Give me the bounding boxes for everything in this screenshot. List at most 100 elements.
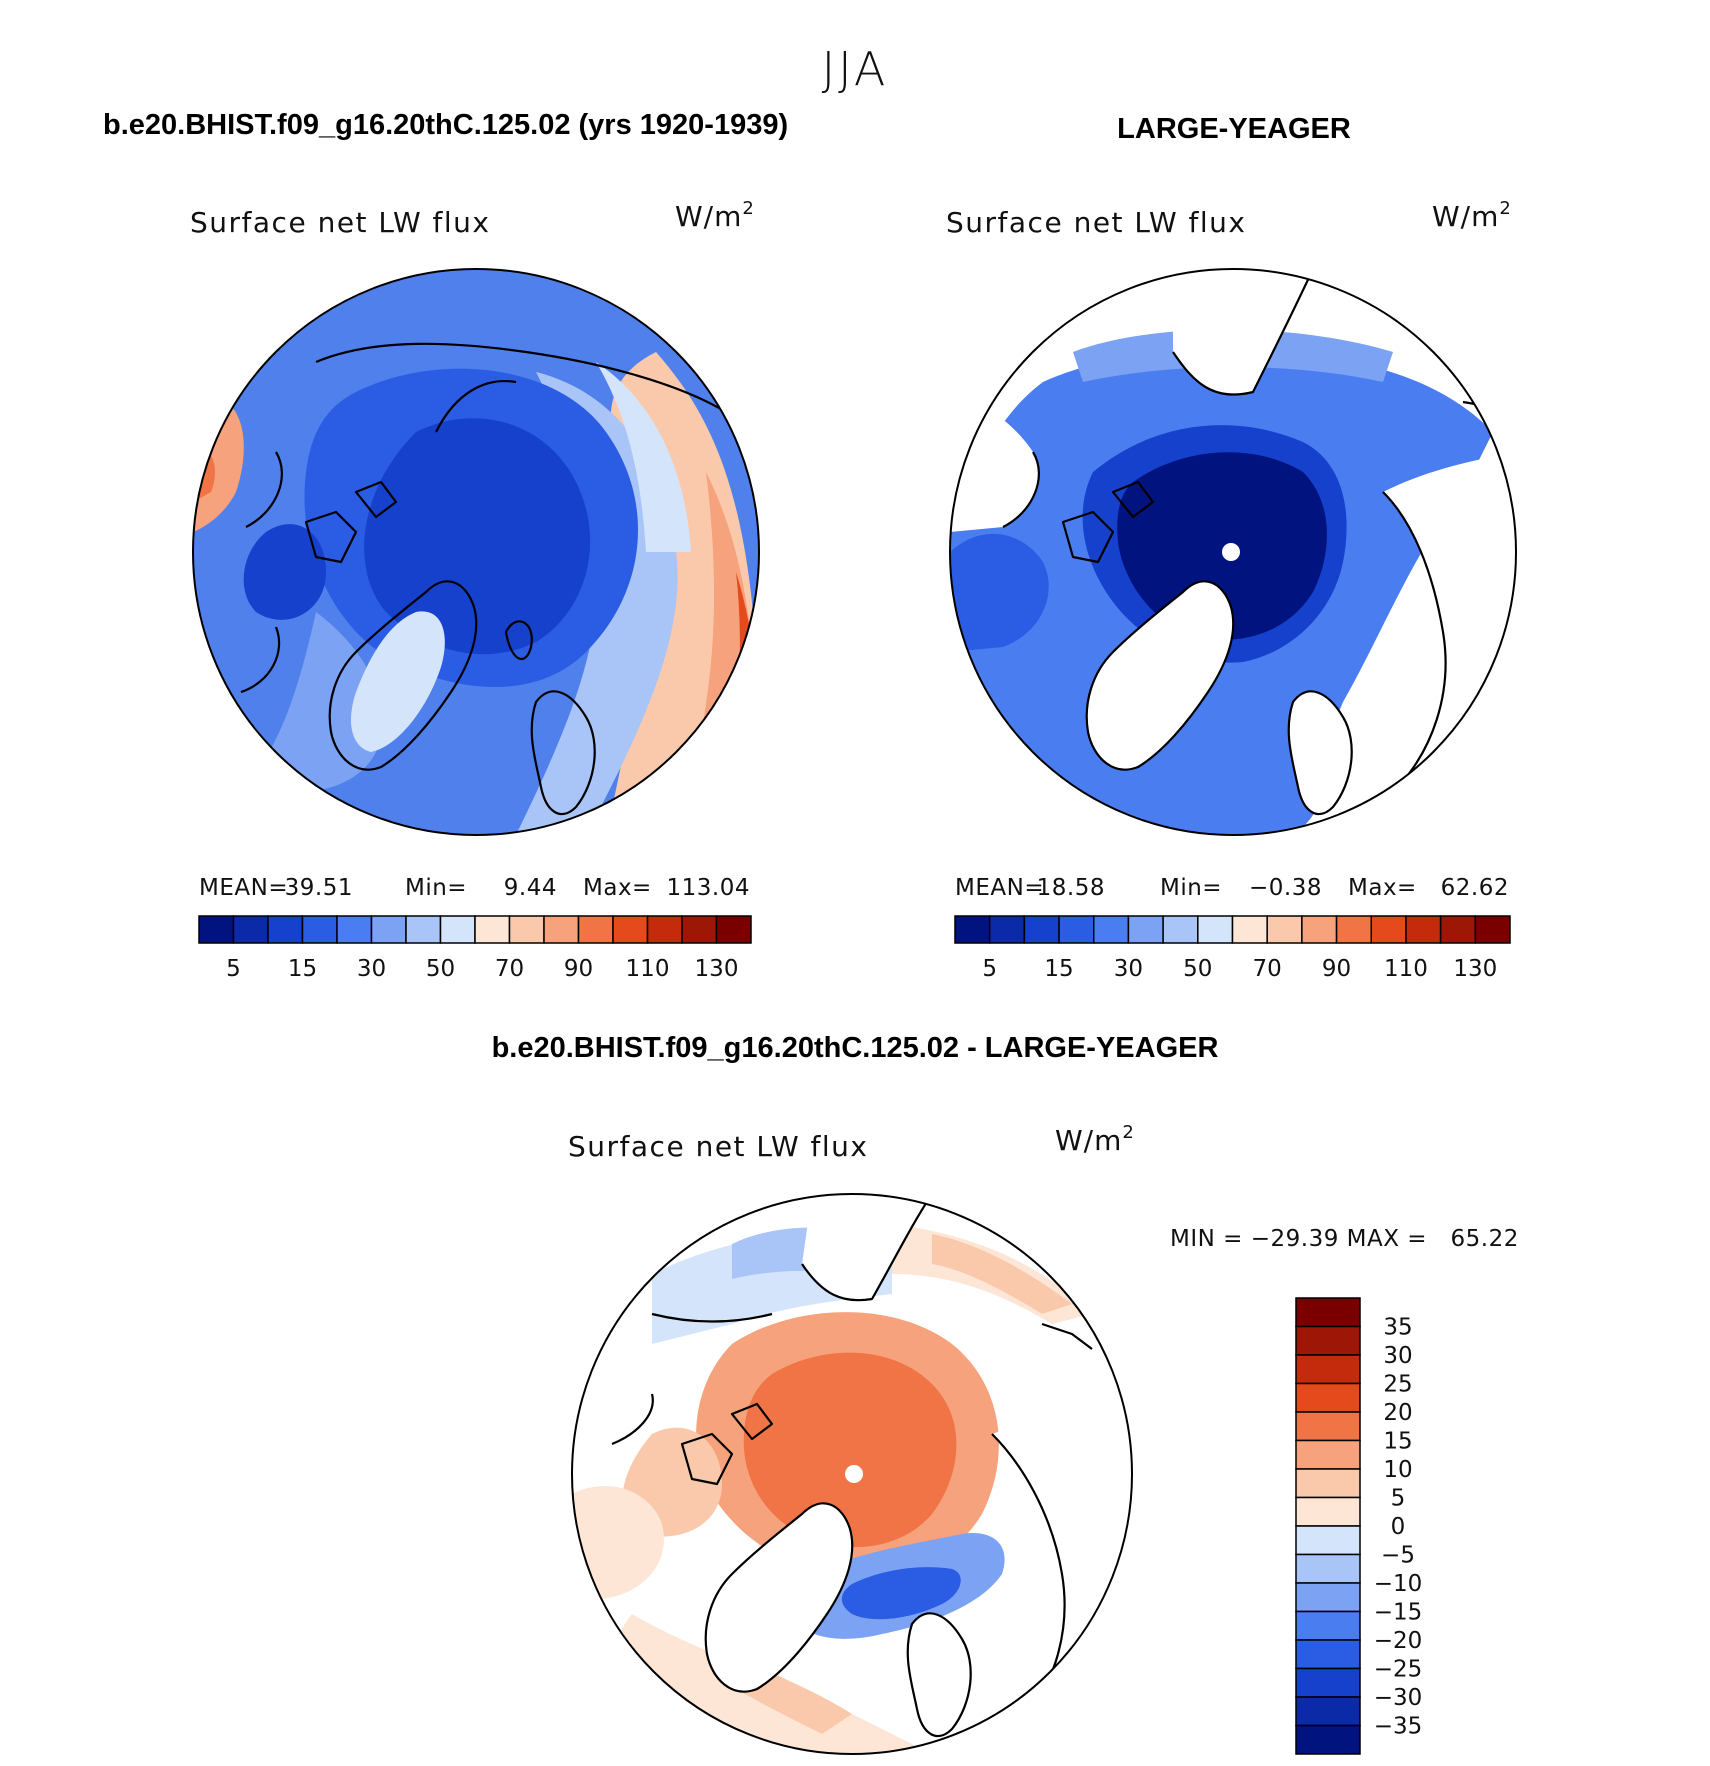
- right-colorbar-swatch: [1197, 915, 1234, 944]
- left-max-label: Max=: [583, 875, 652, 901]
- diff-colorbar-swatch: [1295, 1553, 1361, 1584]
- diff-colorbar-tick-label: 5: [1391, 1486, 1406, 1512]
- left-colorbar-swatch: [301, 915, 338, 944]
- right-colorbar-swatch: [1370, 915, 1407, 944]
- left-colorbar-swatch: [198, 915, 235, 944]
- diff-colorbar-tick-label: −15: [1374, 1600, 1423, 1626]
- diff-colorbar-swatch: [1295, 1525, 1361, 1556]
- diff-colorbar-tick-label: 20: [1383, 1400, 1412, 1426]
- left-colorbar-swatch: [267, 915, 304, 944]
- right-pole-marker: [1222, 543, 1240, 561]
- diff-colorbar-tick-label: −10: [1374, 1571, 1423, 1597]
- left-colorbar-swatch: [439, 915, 476, 944]
- right-map: [949, 268, 1517, 836]
- diff-colorbar-tick-label: −25: [1374, 1657, 1423, 1683]
- left-map: [192, 268, 760, 836]
- diff-colorbar-tick-label: −5: [1381, 1543, 1415, 1569]
- left-colorbar: 5 15 30 50 70 90 110 130: [198, 915, 752, 982]
- right-colorbar-swatch: [988, 915, 1026, 944]
- diff-colorbar-tick-label: 35: [1383, 1315, 1412, 1341]
- right-max-label: Max=: [1348, 875, 1417, 901]
- diff-colorbar-tick-label: 0: [1391, 1514, 1406, 1540]
- left-colorbar-swatch: [508, 915, 545, 944]
- right-colorbar-swatch: [1474, 915, 1511, 944]
- diff-colorbar-swatch: [1295, 1382, 1361, 1413]
- diff-map: [571, 1193, 1133, 1755]
- right-colorbar: 5 15 30 50 70 90 110 130: [954, 915, 1511, 982]
- right-stats: MEAN= 18.58 Min= −0.38 Max= 62.62: [955, 875, 1509, 901]
- right-colorbar-tick-label: 50: [1183, 956, 1212, 982]
- left-colorbar-tick-label: 30: [357, 956, 386, 982]
- diff-colorbar-swatch: [1295, 1582, 1361, 1613]
- left-colorbar-swatch: [612, 915, 649, 944]
- left-colorbar-tick-label: 90: [564, 956, 593, 982]
- diff-colorbar-swatch: [1295, 1610, 1361, 1641]
- left-colorbar-swatch: [232, 915, 269, 944]
- diff-pole-marker: [845, 1465, 863, 1483]
- right-colorbar-swatch: [1162, 915, 1199, 944]
- diff-colorbar-swatch: [1295, 1696, 1361, 1727]
- diff-colorbar-swatch: [1295, 1297, 1361, 1328]
- left-colorbar-swatch: [370, 915, 407, 944]
- diff-colorbar-swatch: [1295, 1724, 1361, 1755]
- season-title: JJA: [822, 42, 889, 96]
- left-colorbar-swatch: [543, 915, 580, 944]
- left-stats: MEAN= 39.51 Min= 9.44 Max= 113.04: [199, 875, 750, 901]
- right-colorbar-tick-label: 110: [1384, 956, 1428, 982]
- right-colorbar-swatch: [1405, 915, 1442, 944]
- diff-colorbar-tick-label: −30: [1374, 1685, 1423, 1711]
- right-min-value: −0.38: [1249, 875, 1322, 901]
- diff-minmax: MIN = −29.39 MAX = 65.22: [1170, 1226, 1519, 1252]
- left-colorbar-tick-label: 110: [626, 956, 670, 982]
- diff-panel: Surface net LW flux W/m2 MIN = −29.39 MA…: [568, 1122, 1519, 1755]
- diff-colorbar-swatch: [1295, 1496, 1361, 1527]
- left-panel-title: b.e20.BHIST.f09_g16.20thC.125.02 (yrs 19…: [103, 109, 788, 141]
- right-variable-label: Surface net LW flux: [946, 206, 1247, 239]
- diff-colorbar-swatch: [1295, 1468, 1361, 1499]
- right-colorbar-swatch: [1127, 915, 1164, 944]
- diff-colorbar-swatch: [1295, 1411, 1361, 1442]
- diff-colorbar-swatch: [1295, 1639, 1361, 1670]
- left-colorbar-tick-label: 15: [288, 956, 317, 982]
- left-colorbar-swatch: [577, 915, 614, 944]
- left-colorbar-swatch: [405, 915, 442, 944]
- right-colorbar-tick-label: 5: [982, 956, 997, 982]
- diff-colorbar-tick-label: 25: [1383, 1372, 1412, 1398]
- diff-colorbar-swatch: [1295, 1667, 1361, 1698]
- right-colorbar-tick-label: 15: [1044, 956, 1073, 982]
- left-colorbar-swatch: [646, 915, 683, 944]
- right-colorbar-swatch: [1335, 915, 1372, 944]
- left-colorbar-swatch: [715, 915, 752, 944]
- left-colorbar-tick-label: 70: [495, 956, 524, 982]
- left-colorbar-swatch: [336, 915, 373, 944]
- right-max-value: 62.62: [1441, 875, 1509, 901]
- right-units: W/m2: [1432, 198, 1512, 233]
- diff-colorbar-tick-label: 15: [1383, 1429, 1412, 1455]
- right-colorbar-tick-label: 30: [1114, 956, 1143, 982]
- right-colorbar-swatch: [1301, 915, 1338, 944]
- left-panel: Surface net LW flux W/m2: [190, 198, 760, 982]
- left-min-label: Min=: [405, 875, 467, 901]
- left-colorbar-tick-label: 50: [426, 956, 455, 982]
- right-mean-value: 18.58: [1037, 875, 1105, 901]
- right-colorbar-swatch: [1023, 915, 1060, 944]
- diff-panel-title: b.e20.BHIST.f09_g16.20thC.125.02 - LARGE…: [492, 1032, 1219, 1064]
- diff-colorbar-tick-label: 30: [1383, 1343, 1412, 1369]
- diff-units: W/m2: [1055, 1122, 1135, 1157]
- right-colorbar-swatch: [1439, 915, 1477, 944]
- right-colorbar-tick-label: 70: [1253, 956, 1282, 982]
- left-colorbar-tick-label: 5: [226, 956, 241, 982]
- right-colorbar-swatch: [1093, 915, 1130, 944]
- right-panel-title: LARGE-YEAGER: [1117, 113, 1351, 145]
- diff-colorbar-swatch: [1295, 1354, 1361, 1385]
- left-colorbar-swatch: [474, 915, 511, 944]
- diff-colorbar-tick-label: 10: [1383, 1457, 1412, 1483]
- right-colorbar-tick-label: 130: [1453, 956, 1497, 982]
- right-min-label: Min=: [1160, 875, 1222, 901]
- right-colorbar-tick-label: 90: [1322, 956, 1351, 982]
- left-colorbar-tick-label: 130: [695, 956, 739, 982]
- diff-colorbar-swatch: [1295, 1439, 1361, 1470]
- diff-colorbar-swatch: [1295, 1325, 1361, 1356]
